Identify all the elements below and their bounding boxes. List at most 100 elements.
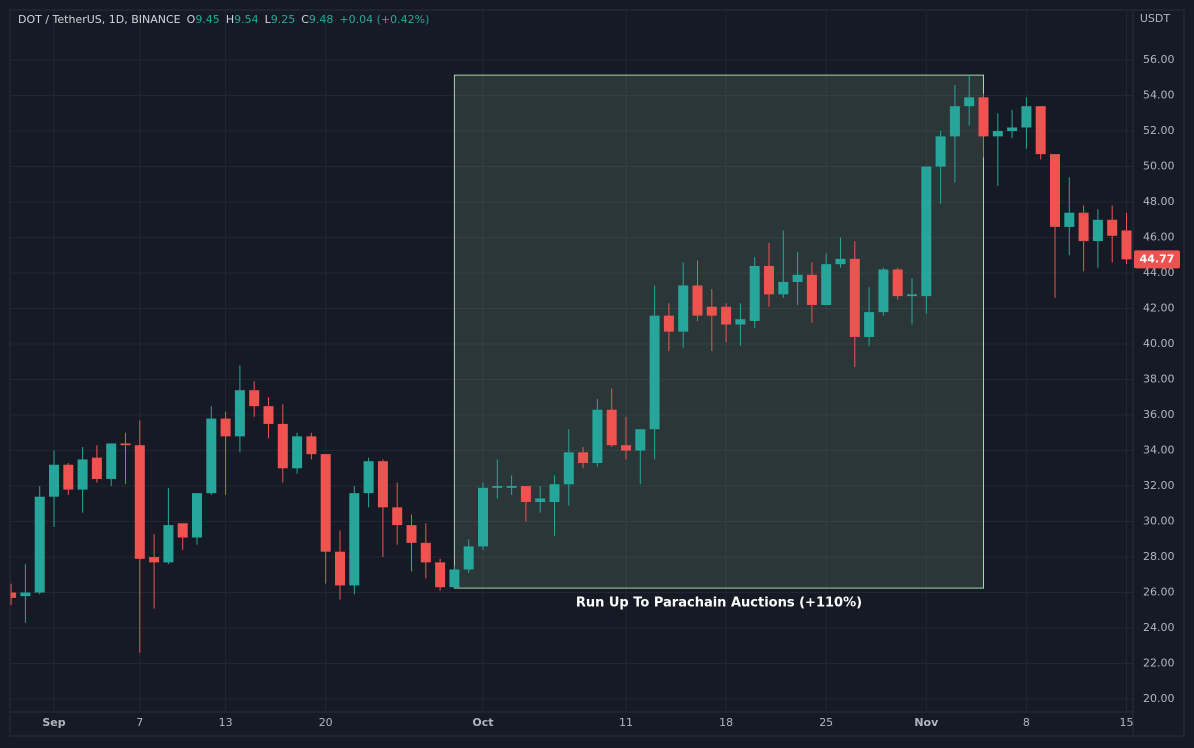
plot-area xyxy=(10,74,1132,653)
candle-body xyxy=(892,269,903,297)
candle-body xyxy=(621,445,631,451)
candle-body xyxy=(20,592,31,597)
candle-body xyxy=(949,106,960,137)
header-text: L xyxy=(265,13,272,26)
candle-body xyxy=(120,443,131,446)
candle-body xyxy=(578,452,589,463)
candle-body xyxy=(749,265,760,321)
candle-body xyxy=(91,457,102,479)
candle-body xyxy=(420,542,431,563)
candle-body xyxy=(335,551,345,586)
candle-body xyxy=(535,498,546,503)
y-tick-label: 52.00 xyxy=(1143,124,1175,137)
candle-body xyxy=(163,525,174,563)
candle-body xyxy=(935,136,946,167)
candle-body xyxy=(992,131,1003,137)
y-tick-label: 46.00 xyxy=(1143,231,1175,244)
y-tick-label: 42.00 xyxy=(1143,302,1175,315)
candle-body xyxy=(320,454,331,552)
candle-body xyxy=(764,265,774,295)
y-tick-label: 22.00 xyxy=(1143,657,1175,670)
x-tick-label: Nov xyxy=(914,716,939,729)
header-text: +0.04 (+0.42%) xyxy=(339,13,429,26)
header-text: O xyxy=(187,13,196,26)
x-tick-label: Sep xyxy=(42,716,65,729)
x-tick-label: 8 xyxy=(1023,716,1030,729)
candle-body xyxy=(63,464,74,490)
candle-body xyxy=(234,390,245,437)
y-tick-label: 38.00 xyxy=(1143,373,1175,386)
x-tick-label: 15 xyxy=(1120,716,1134,729)
candle-body xyxy=(306,436,317,455)
candle-body xyxy=(292,436,303,469)
header-text: 9.25 xyxy=(271,13,296,26)
candle-body xyxy=(149,557,160,563)
candle-body xyxy=(406,525,417,543)
candle-body xyxy=(1092,219,1103,242)
header-text: DOT / TetherUS, 1D, BINANCE xyxy=(18,13,181,26)
x-tick-label: Oct xyxy=(472,716,493,729)
candle-body xyxy=(806,274,817,305)
candle-body xyxy=(1064,212,1075,227)
candle-body xyxy=(549,484,560,503)
candle-body xyxy=(506,486,517,488)
candle-body xyxy=(363,461,374,494)
y-tick-label: 48.00 xyxy=(1143,195,1175,208)
y-tick-label: 50.00 xyxy=(1143,160,1175,173)
candle-body xyxy=(1050,154,1060,227)
candle-body xyxy=(563,452,574,485)
candle-body xyxy=(435,562,446,588)
header-text: 9.48 xyxy=(309,13,334,26)
y-unit: USDT xyxy=(1140,12,1171,25)
candle-body xyxy=(978,97,989,137)
x-tick-label: 25 xyxy=(819,716,833,729)
axes: 20.00 22.00 24.00 26.00 28.00 30.00 32.00 34.00… xyxy=(42,53,1174,729)
candle-body xyxy=(792,274,803,282)
y-tick-label: 20.00 xyxy=(1143,692,1175,705)
candle-body xyxy=(849,258,860,337)
y-tick-label: 56.00 xyxy=(1143,53,1175,66)
candle-body xyxy=(134,445,145,559)
header-text: H xyxy=(226,13,234,26)
candle-body xyxy=(49,464,59,497)
candle-body xyxy=(1121,230,1132,260)
candle-body xyxy=(249,390,260,407)
header: DOT / TetherUS, 1D, BINANCE O9.45 H9.54 L9.… xyxy=(18,13,429,26)
candle-body xyxy=(778,281,789,295)
y-tick-label: 28.00 xyxy=(1143,550,1175,563)
header-text: 9.45 xyxy=(195,13,220,26)
y-tick-label: 36.00 xyxy=(1143,408,1175,421)
candle-body xyxy=(606,409,617,446)
x-tick-label: 13 xyxy=(219,716,233,729)
y-tick-label: 54.00 xyxy=(1143,89,1175,102)
candle-body xyxy=(77,459,88,490)
candle-body xyxy=(1078,212,1089,242)
candle-body xyxy=(1107,219,1118,236)
candle-body xyxy=(463,546,474,570)
candle-body xyxy=(449,569,460,588)
y-tick-label: 40.00 xyxy=(1143,337,1175,350)
candle-body xyxy=(34,496,45,593)
candle-body xyxy=(206,418,217,494)
y-tick-label: 24.00 xyxy=(1143,621,1175,634)
candle-body xyxy=(735,319,746,325)
candle-body xyxy=(1021,106,1032,128)
header-text: C xyxy=(301,13,309,26)
y-tick-label: 34.00 xyxy=(1143,444,1175,457)
annotation-text: Run Up To Parachain Auctions (+110%) xyxy=(576,596,862,611)
candle-body xyxy=(349,493,360,586)
candle-body xyxy=(663,315,674,332)
candle-body xyxy=(907,294,917,297)
candle-body xyxy=(192,493,202,538)
y-tick-label: 32.00 xyxy=(1143,479,1175,492)
candle-body xyxy=(492,486,503,488)
candle-body xyxy=(478,487,488,547)
x-tick-label: 18 xyxy=(719,716,733,729)
candle-body xyxy=(1007,127,1018,132)
candle-body xyxy=(520,486,531,503)
y-tick-label: 26.00 xyxy=(1143,586,1175,599)
candle-body xyxy=(177,523,188,538)
